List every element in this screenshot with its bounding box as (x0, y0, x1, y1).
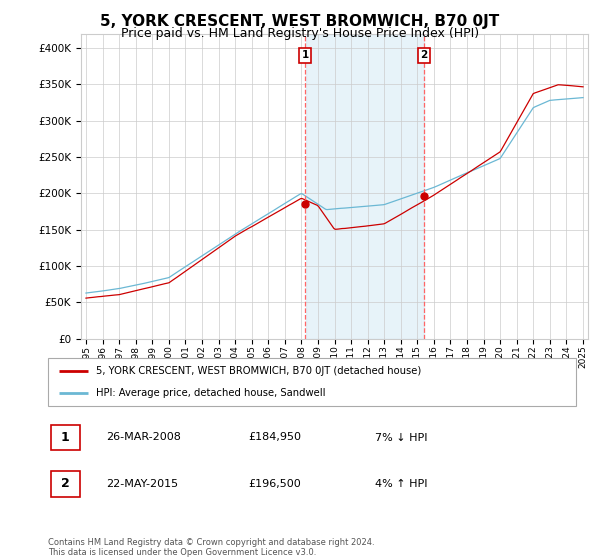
Text: 5, YORK CRESCENT, WEST BROMWICH, B70 0JT: 5, YORK CRESCENT, WEST BROMWICH, B70 0JT (100, 14, 500, 29)
Text: Price paid vs. HM Land Registry's House Price Index (HPI): Price paid vs. HM Land Registry's House … (121, 27, 479, 40)
Text: £196,500: £196,500 (248, 479, 301, 489)
Text: HPI: Average price, detached house, Sandwell: HPI: Average price, detached house, Sand… (95, 388, 325, 398)
FancyBboxPatch shape (50, 471, 80, 497)
FancyBboxPatch shape (50, 424, 80, 450)
FancyBboxPatch shape (48, 358, 576, 406)
Text: Contains HM Land Registry data © Crown copyright and database right 2024.
This d: Contains HM Land Registry data © Crown c… (48, 538, 374, 557)
Text: 1: 1 (302, 50, 309, 60)
Text: 4% ↑ HPI: 4% ↑ HPI (376, 479, 428, 489)
Text: 2: 2 (420, 50, 427, 60)
Text: 26-MAR-2008: 26-MAR-2008 (106, 432, 181, 442)
Text: 22-MAY-2015: 22-MAY-2015 (106, 479, 178, 489)
Text: 7% ↓ HPI: 7% ↓ HPI (376, 432, 428, 442)
Text: 5, YORK CRESCENT, WEST BROMWICH, B70 0JT (detached house): 5, YORK CRESCENT, WEST BROMWICH, B70 0JT… (95, 366, 421, 376)
Text: £184,950: £184,950 (248, 432, 302, 442)
Text: 1: 1 (61, 431, 70, 444)
Text: 2: 2 (61, 477, 70, 490)
